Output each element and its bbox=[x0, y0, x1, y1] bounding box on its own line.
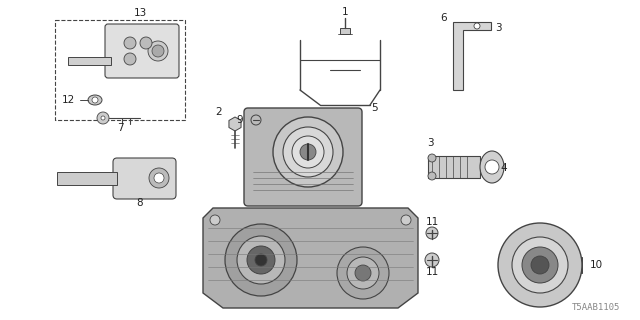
Bar bbox=[57, 172, 117, 185]
Circle shape bbox=[255, 254, 267, 266]
Text: 11: 11 bbox=[426, 217, 438, 227]
Polygon shape bbox=[68, 57, 111, 65]
Text: 2: 2 bbox=[216, 107, 222, 117]
Circle shape bbox=[101, 116, 105, 120]
Text: 12: 12 bbox=[61, 95, 75, 105]
Circle shape bbox=[337, 247, 389, 299]
Circle shape bbox=[247, 246, 275, 274]
Circle shape bbox=[347, 257, 379, 289]
Text: 3: 3 bbox=[427, 138, 433, 148]
Text: 7: 7 bbox=[116, 123, 124, 133]
Circle shape bbox=[292, 136, 324, 168]
Circle shape bbox=[148, 41, 168, 61]
Ellipse shape bbox=[480, 151, 504, 183]
Circle shape bbox=[97, 112, 109, 124]
FancyBboxPatch shape bbox=[244, 108, 362, 206]
Circle shape bbox=[283, 127, 333, 177]
Ellipse shape bbox=[88, 95, 102, 105]
Text: 10: 10 bbox=[590, 260, 603, 270]
FancyBboxPatch shape bbox=[113, 158, 176, 199]
Circle shape bbox=[251, 115, 261, 125]
Text: 11: 11 bbox=[426, 267, 438, 277]
Circle shape bbox=[149, 168, 169, 188]
Circle shape bbox=[474, 23, 480, 29]
Text: 5: 5 bbox=[372, 103, 378, 113]
Circle shape bbox=[522, 247, 558, 283]
Bar bbox=[568, 257, 582, 273]
Bar bbox=[340, 28, 350, 34]
Circle shape bbox=[92, 97, 98, 103]
Polygon shape bbox=[453, 22, 491, 90]
Text: 13: 13 bbox=[133, 8, 147, 18]
Text: 3: 3 bbox=[495, 23, 502, 33]
Circle shape bbox=[485, 160, 499, 174]
Circle shape bbox=[498, 223, 582, 307]
Text: T5AAB1105: T5AAB1105 bbox=[572, 303, 620, 312]
Text: 6: 6 bbox=[440, 13, 447, 23]
Text: 4: 4 bbox=[500, 163, 507, 173]
Circle shape bbox=[401, 215, 411, 225]
Text: 8: 8 bbox=[137, 198, 143, 208]
Circle shape bbox=[273, 117, 343, 187]
Circle shape bbox=[531, 256, 549, 274]
Circle shape bbox=[300, 144, 316, 160]
Circle shape bbox=[426, 227, 438, 239]
Circle shape bbox=[425, 253, 439, 267]
Circle shape bbox=[428, 154, 436, 162]
Circle shape bbox=[124, 53, 136, 65]
Circle shape bbox=[124, 37, 136, 49]
Circle shape bbox=[154, 173, 164, 183]
Circle shape bbox=[512, 237, 568, 293]
Text: 9: 9 bbox=[236, 115, 243, 125]
Bar bbox=[55, 20, 185, 120]
Bar bbox=[428, 156, 480, 178]
Circle shape bbox=[225, 224, 297, 296]
Circle shape bbox=[428, 172, 436, 180]
Circle shape bbox=[152, 45, 164, 57]
Polygon shape bbox=[203, 208, 418, 308]
Circle shape bbox=[140, 37, 152, 49]
Circle shape bbox=[355, 265, 371, 281]
Circle shape bbox=[237, 236, 285, 284]
Text: 1: 1 bbox=[342, 7, 348, 17]
FancyBboxPatch shape bbox=[105, 24, 179, 78]
Circle shape bbox=[210, 215, 220, 225]
